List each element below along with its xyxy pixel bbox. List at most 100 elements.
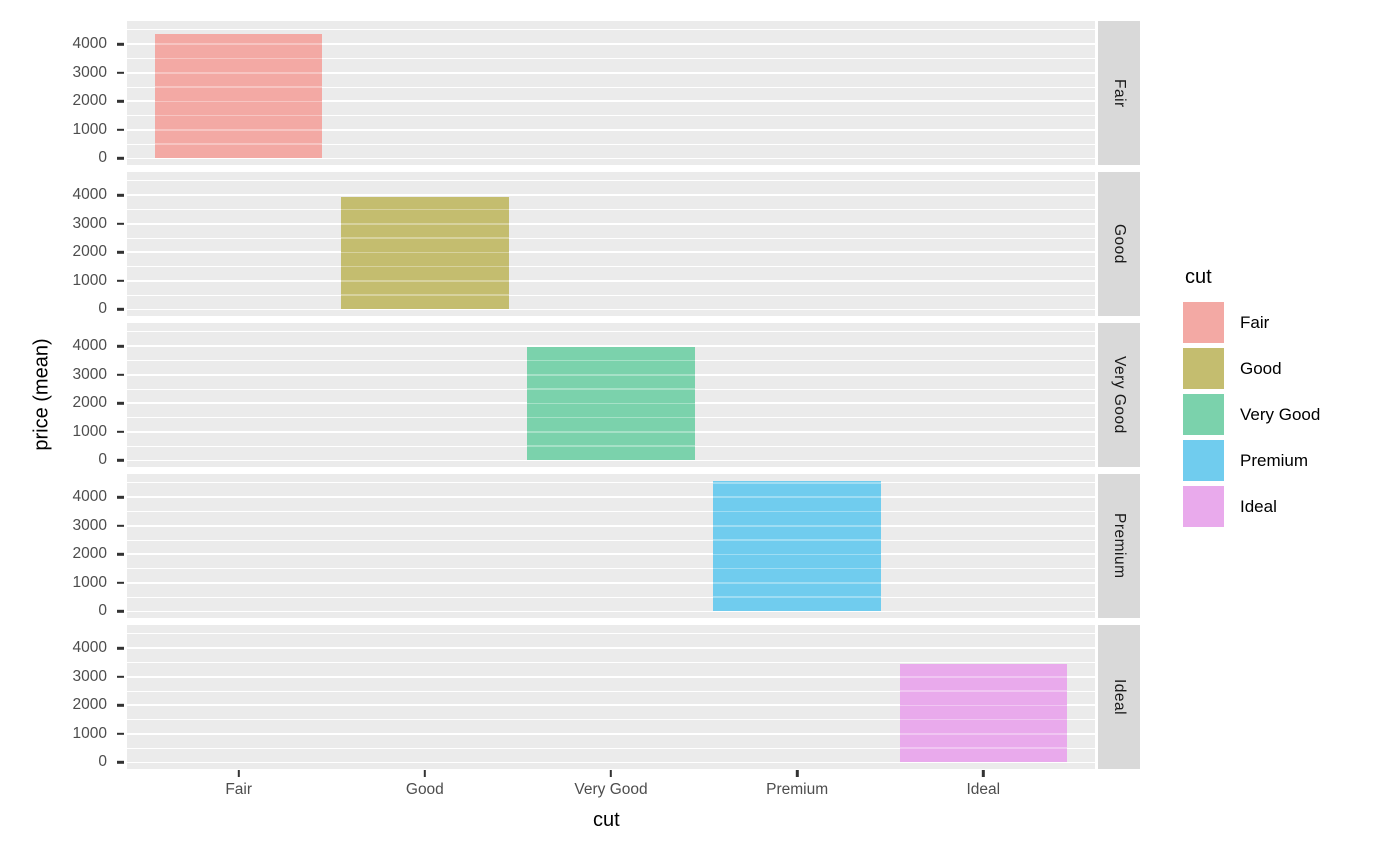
bar-gridline-showthrough [899, 747, 1068, 749]
bar-gridline-showthrough [713, 539, 881, 541]
major-gridline [127, 251, 1095, 254]
bar-gridline-showthrough [713, 582, 881, 584]
minor-gridline [127, 180, 1095, 182]
y-tick-mark [117, 308, 124, 311]
bar-gridline-showthrough [527, 445, 695, 447]
facet-strip-good: Good [1098, 172, 1140, 316]
y-tick-mark [117, 459, 124, 462]
bar-gridline-showthrough [713, 482, 881, 484]
minor-gridline [127, 539, 1095, 541]
legend-key-good: Good [1183, 348, 1383, 394]
y-tick-label: 4000 [72, 488, 107, 506]
bar-gridline-showthrough [899, 733, 1068, 735]
facet-panel-very-good [127, 323, 1095, 467]
y-tick-label: 3000 [72, 365, 107, 383]
minor-gridline [127, 237, 1095, 239]
bar-gridline-showthrough [899, 675, 1068, 678]
minor-gridline [127, 115, 1095, 117]
major-gridline [127, 459, 1095, 462]
bar-gridline-showthrough [899, 704, 1068, 707]
y-tick-label: 0 [98, 451, 107, 469]
y-tick-label: 3000 [72, 516, 107, 534]
bar-gridline-showthrough [527, 373, 695, 376]
facet-strip-ideal: Ideal [1098, 625, 1140, 769]
x-tick-label: Premium [766, 781, 829, 798]
y-tick-label: 4000 [72, 337, 107, 355]
y-tick-label: 1000 [72, 573, 107, 591]
x-axis-title: cut [593, 809, 620, 831]
major-gridline [127, 704, 1095, 707]
major-gridline [127, 129, 1095, 131]
y-tick-mark [117, 732, 124, 736]
bar-gridline-showthrough [341, 237, 509, 239]
minor-gridline [127, 58, 1095, 59]
y-tick-mark [117, 222, 124, 225]
legend-label: Premium [1240, 450, 1309, 470]
bar-gridline-showthrough [527, 431, 695, 433]
bar-gridline-showthrough [341, 265, 509, 268]
x-tick-mark [237, 770, 240, 777]
y-tick-label: 0 [98, 149, 107, 167]
legend-label: Good [1240, 358, 1282, 378]
facet-strip-label: Good [1111, 224, 1128, 264]
minor-gridline [127, 747, 1095, 749]
minor-gridline [127, 690, 1095, 692]
major-gridline [127, 71, 1095, 74]
y-tick-mark [117, 496, 124, 499]
bar-gridline-showthrough [713, 496, 881, 498]
facet-panel-ideal [127, 625, 1095, 769]
y-tick-label: 4000 [72, 186, 107, 204]
legend-swatch [1183, 302, 1224, 343]
major-gridline [127, 194, 1095, 197]
y-tick-label: 4000 [72, 639, 107, 657]
facet-panel-premium [127, 474, 1095, 618]
y-tick-mark [117, 581, 124, 585]
y-tick-label: 1000 [72, 422, 107, 440]
minor-gridline [127, 294, 1095, 296]
x-tick-mark [795, 770, 799, 777]
bar-gridline-showthrough [713, 567, 881, 570]
bar-gridline-showthrough [154, 129, 323, 131]
legend-key-very-good: Very Good [1183, 394, 1383, 440]
facet-strip-label: Ideal [1111, 678, 1128, 716]
y-tick-mark [117, 71, 124, 74]
bar-gridline-showthrough [713, 524, 881, 527]
minor-gridline [127, 596, 1095, 598]
legend-key-premium: Premium [1183, 440, 1383, 486]
minor-gridline [127, 633, 1095, 635]
legend-key-fair: Fair [1183, 302, 1383, 348]
minor-gridline [127, 29, 1095, 31]
minor-gridline [127, 662, 1095, 663]
y-tick-label: 1000 [72, 724, 107, 742]
legend-label: Fair [1240, 312, 1270, 332]
minor-gridline [127, 568, 1095, 570]
legend-swatch [1183, 440, 1224, 481]
y-tick-label: 4000 [72, 35, 107, 53]
y-tick-mark [117, 402, 124, 405]
y-tick-mark [117, 610, 124, 613]
bar-gridline-showthrough [341, 294, 509, 296]
x-tick-label: Very Good [574, 781, 648, 798]
y-tick-mark [117, 761, 124, 764]
y-tick-mark [117, 194, 124, 197]
facet-panel-fair [127, 21, 1095, 165]
bar-gridline-showthrough [527, 359, 695, 362]
major-gridline [127, 308, 1095, 311]
y-tick-label: 2000 [72, 92, 107, 110]
bar-gridline-showthrough [154, 143, 323, 145]
bar-ideal [899, 663, 1068, 763]
legend-label: Ideal [1240, 496, 1277, 516]
y-tick-mark [117, 279, 124, 283]
major-gridline [127, 761, 1095, 764]
y-tick-label: 2000 [72, 545, 107, 563]
minor-gridline [127, 143, 1095, 145]
y-tick-mark [117, 157, 124, 160]
major-gridline [127, 157, 1095, 160]
y-tick-mark [117, 430, 124, 434]
y-tick-label: 0 [98, 753, 107, 771]
bar-fair [154, 33, 323, 159]
y-tick-mark [117, 345, 124, 348]
minor-gridline [127, 331, 1095, 333]
bar-gridline-showthrough [154, 57, 323, 60]
major-gridline [127, 100, 1095, 103]
